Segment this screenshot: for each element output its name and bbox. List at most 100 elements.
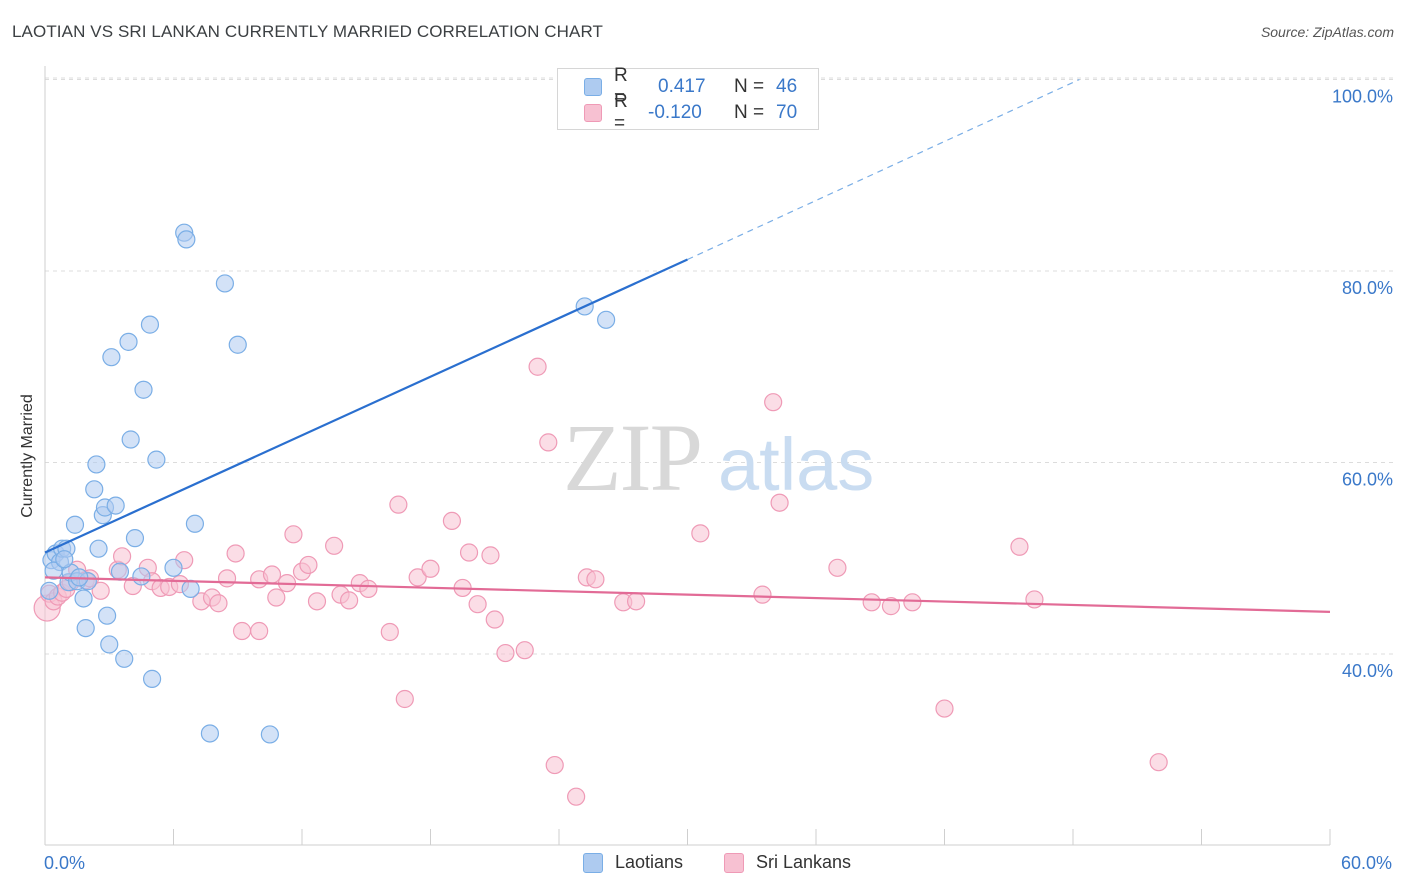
r-label: R = <box>614 91 628 134</box>
laotians-point <box>147 450 166 469</box>
grid-lines <box>45 77 1395 655</box>
sri-lankans-point <box>217 569 237 588</box>
sri-lankans-point <box>764 393 783 412</box>
laotians-point <box>98 606 117 625</box>
chart-title: LAOTIAN VS SRI LANKAN CURRENTLY MARRIED … <box>12 22 604 41</box>
trend-lines <box>44 78 1331 613</box>
r-value: 0.417 <box>658 76 706 97</box>
laotians-trend-line <box>44 258 688 554</box>
laotians-point <box>121 430 140 449</box>
laotians-point <box>55 550 74 569</box>
sri-lankans-point <box>828 558 847 577</box>
watermark-zip: ZIP <box>563 404 701 511</box>
sri-lankans-point <box>421 559 440 578</box>
laotians-point <box>115 649 134 668</box>
sri-lankans-point <box>459 543 479 562</box>
sri-lankans-point <box>209 594 228 613</box>
sri-lankans-point <box>481 546 500 565</box>
laotians-point <box>181 579 200 598</box>
y-tick-label-80: 80.0% <box>1342 278 1393 298</box>
laotians-point <box>40 581 59 600</box>
sri-lankans-point <box>515 641 534 660</box>
laotians-point <box>76 619 95 638</box>
laotians-point <box>597 310 616 329</box>
legend-label-sri-lankans: Sri Lankans <box>756 852 852 872</box>
sri-lankans-point <box>528 357 547 376</box>
sri-lankans-point <box>539 433 558 452</box>
axes <box>44 66 1331 846</box>
r-label: R = <box>614 65 628 108</box>
n-label: N = <box>734 102 765 123</box>
sri-lankans-point <box>380 622 399 642</box>
laotians-point <box>44 561 63 580</box>
n-label: N = <box>734 76 765 97</box>
laotians-point <box>102 348 121 367</box>
laotians-point <box>177 230 196 249</box>
correlation-legend: R = 0.417 N = 46 R = -0.120 N = 70 <box>557 65 819 134</box>
laotians-trend-extension <box>687 78 1080 261</box>
x-axis-min-label: 0.0% <box>44 853 86 873</box>
sri-lankans-point <box>250 621 269 641</box>
watermark-atlas: atlas <box>718 423 874 506</box>
laotians-point <box>185 514 205 533</box>
legend-item-laotians[interactable]: Laotians <box>583 852 683 873</box>
laotians-point <box>89 539 108 558</box>
source-label: Source: ZipAtlas.com <box>1260 24 1394 40</box>
sri-lankans-point <box>395 689 414 709</box>
sri-lankans-point <box>545 755 564 775</box>
laotians-point <box>125 529 145 548</box>
laotians-point <box>140 315 160 334</box>
laotians-point <box>87 455 106 474</box>
sri-lankans-point <box>881 597 901 616</box>
sri-lankans-point <box>567 787 586 806</box>
laotians-point <box>260 725 279 744</box>
laotians-point <box>74 589 93 608</box>
sri-lankans-point <box>112 547 132 566</box>
sri-lankans-legend-swatch <box>724 852 744 873</box>
sri-lankans-point <box>862 593 881 612</box>
r-value: -0.120 <box>648 102 702 123</box>
sri-lankans-point <box>1149 753 1168 772</box>
laotians-point <box>110 562 130 581</box>
laotians-swatch <box>584 78 602 96</box>
sri-lankans-point <box>267 588 286 607</box>
sri-lankans-point <box>232 621 252 641</box>
sri-lankans-point <box>325 536 344 555</box>
laotians-point <box>142 669 162 688</box>
y-tick-label-40: 40.0% <box>1342 661 1393 681</box>
sri-lankans-point <box>485 610 504 629</box>
laotians-point <box>134 380 153 399</box>
legend-item-sri-lankans[interactable]: Sri Lankans <box>724 852 851 873</box>
sri-lankans-trend-line <box>44 576 1331 613</box>
sri-lankans-point <box>442 511 462 531</box>
sri-lankans-point <box>340 591 359 610</box>
series-legend: Laotians Sri Lankans <box>0 852 1406 878</box>
x-axis-max-label: 60.0% <box>1340 853 1392 873</box>
legend-label-laotians: Laotians <box>615 852 684 872</box>
sri-lankans-point <box>359 579 378 598</box>
sri-lankans-point <box>691 524 710 543</box>
sri-lankans-point <box>626 592 646 611</box>
sri-lankans-point <box>307 592 327 611</box>
laotians-point <box>106 496 125 515</box>
laotians-point <box>228 335 247 354</box>
laotians-legend-swatch <box>583 852 603 873</box>
y-tick-label-60: 60.0% <box>1342 470 1393 490</box>
legend-row-sri-lankans: R = -0.120 N = 70 <box>558 91 797 134</box>
sri-lankans-point <box>903 593 922 612</box>
sri-lankans-point <box>753 585 772 604</box>
sri-lankans-point <box>1010 537 1029 556</box>
watermark: ZIP atlas <box>563 404 874 511</box>
laotians-point <box>200 724 220 743</box>
laotians-point <box>132 567 151 586</box>
sri-lankans-point <box>935 699 954 718</box>
y-tick-label-100: 100.0% <box>1332 87 1393 107</box>
sri-lankans-point <box>91 581 110 600</box>
sri-lankans-point <box>299 555 318 575</box>
legend-row-laotians: R = 0.417 N = 46 <box>558 65 797 108</box>
sri-lankans-point <box>389 495 408 514</box>
sri-lankans-point <box>770 493 789 512</box>
laotians-point <box>215 274 234 293</box>
sri-lankans-point <box>284 525 303 544</box>
